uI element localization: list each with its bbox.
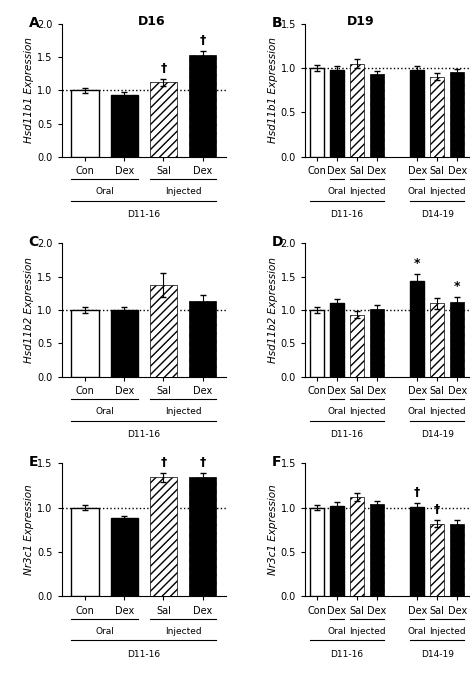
Text: D11-16: D11-16 [330,650,364,658]
Text: †: † [160,456,166,469]
Bar [370,74,384,157]
Text: B: B [272,16,283,30]
Bar [189,477,216,596]
Bar [72,310,99,377]
Bar [72,90,99,157]
Bar [370,309,384,377]
Text: Injected: Injected [429,627,465,636]
Text: Oral: Oral [408,627,427,636]
Text: Injected: Injected [349,627,385,636]
Text: *: * [414,257,420,270]
Bar [350,315,364,377]
Text: D11-16: D11-16 [127,210,160,219]
Y-axis label: Nr3c1 Expression: Nr3c1 Expression [268,485,278,575]
Text: †: † [200,34,206,47]
Bar [150,477,177,596]
Text: Injected: Injected [164,627,201,636]
Bar [189,55,216,157]
Bar [330,70,344,157]
Text: †: † [414,486,420,499]
Text: Injected: Injected [429,187,465,196]
Y-axis label: Nr3c1 Expression: Nr3c1 Expression [25,485,35,575]
Bar [310,310,324,377]
Text: D14-19: D14-19 [421,430,454,439]
Y-axis label: Hsd11b2 Expression: Hsd11b2 Expression [268,257,278,363]
Text: *: * [454,280,460,293]
Text: E: E [29,455,38,469]
Text: Oral: Oral [328,627,346,636]
Text: C: C [29,235,39,249]
Bar [410,281,424,377]
Text: D19: D19 [346,15,374,28]
Bar [310,68,324,157]
Bar [189,301,216,377]
Bar [410,507,424,596]
Bar [450,302,464,377]
Y-axis label: Hsd11b1 Expression: Hsd11b1 Expression [25,37,35,143]
Text: A: A [29,16,39,30]
Text: D11-16: D11-16 [330,430,364,439]
Bar [450,524,464,596]
Text: D14-19: D14-19 [421,650,454,658]
Text: D16: D16 [138,15,165,28]
Y-axis label: Hsd11b2 Expression: Hsd11b2 Expression [25,257,35,363]
Bar [350,63,364,157]
Text: †: † [160,62,166,75]
Bar [450,72,464,157]
Bar [330,506,344,596]
Bar [150,82,177,157]
Bar [350,497,364,596]
Text: Oral: Oral [95,407,114,417]
Text: D11-16: D11-16 [330,210,364,219]
Y-axis label: Hsd11b1 Expression: Hsd11b1 Expression [268,37,278,143]
Bar [410,70,424,157]
Text: Oral: Oral [95,627,114,636]
Bar [430,77,444,157]
Text: †: † [200,456,206,469]
Text: Injected: Injected [349,187,385,196]
Text: F: F [272,455,282,469]
Bar [430,303,444,377]
Bar [72,508,99,596]
Bar [310,508,324,596]
Text: D: D [272,235,283,249]
Bar [330,303,344,377]
Text: Oral: Oral [95,187,114,196]
Bar [110,518,138,596]
Bar [110,95,138,157]
Bar [430,524,444,596]
Text: D14-19: D14-19 [421,210,454,219]
Text: Oral: Oral [328,407,346,417]
Bar [150,285,177,377]
Text: D11-16: D11-16 [127,430,160,439]
Text: Oral: Oral [408,407,427,417]
Text: Injected: Injected [164,187,201,196]
Text: Oral: Oral [328,187,346,196]
Text: Injected: Injected [164,407,201,417]
Text: Injected: Injected [349,407,385,417]
Text: Oral: Oral [408,187,427,196]
Text: D11-16: D11-16 [127,650,160,658]
Bar [370,504,384,596]
Bar [110,310,138,377]
Text: Injected: Injected [429,407,465,417]
Text: †: † [434,503,440,516]
